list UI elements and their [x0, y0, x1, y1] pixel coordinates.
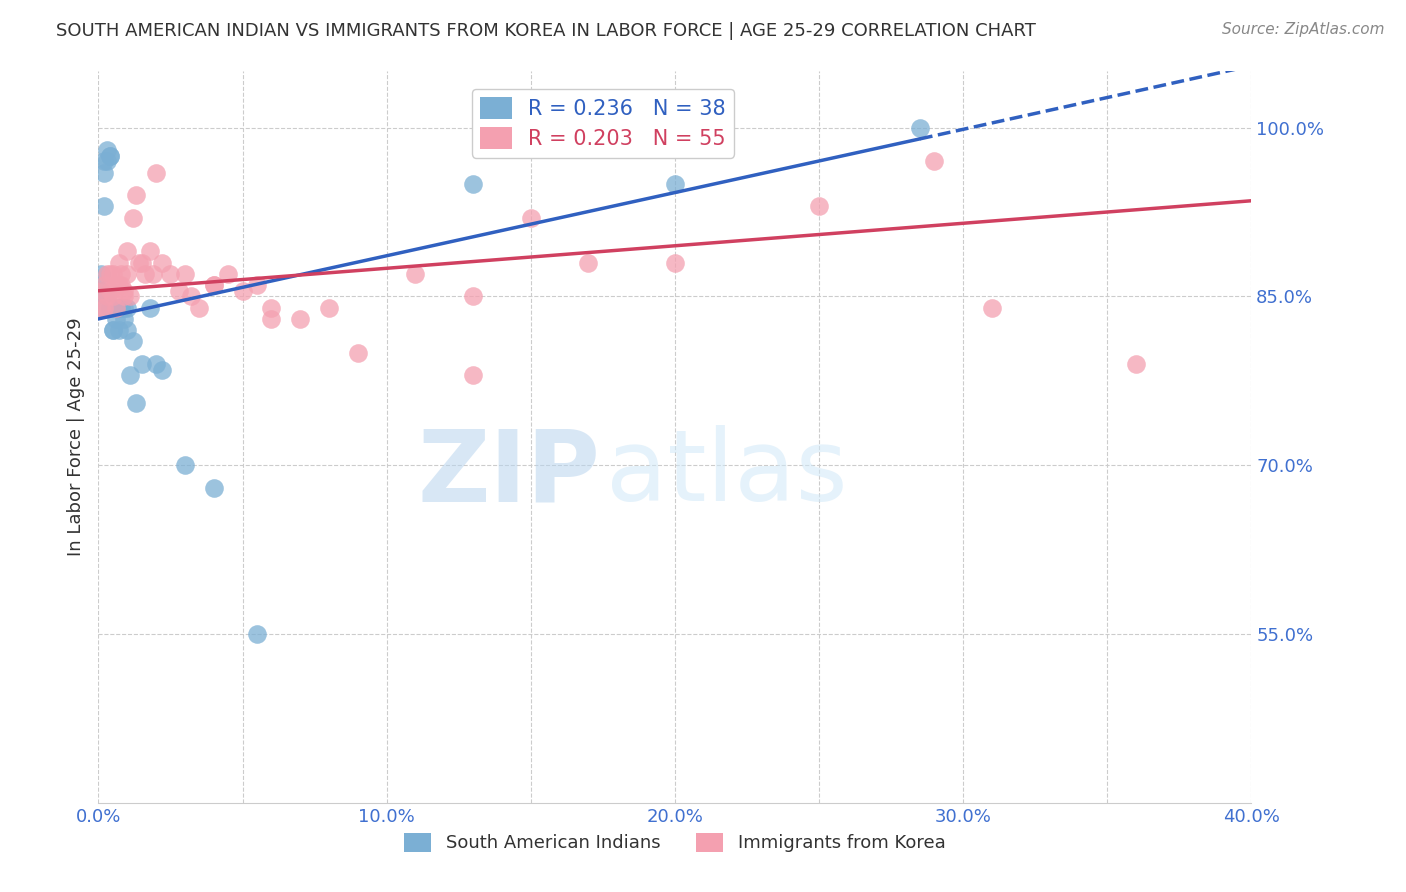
- Point: [112, 301, 135, 315]
- Point: [125, 188, 148, 202]
- Point: [90, 301, 112, 315]
- Point: [98, 149, 121, 163]
- Point: [101, 323, 124, 337]
- Point: [461, 368, 484, 383]
- Point: [104, 301, 127, 315]
- Point: [101, 289, 124, 303]
- Point: [93, 154, 115, 169]
- Point: [107, 301, 129, 315]
- Point: [664, 177, 686, 191]
- Text: SOUTH AMERICAN INDIAN VS IMMIGRANTS FROM KOREA IN LABOR FORCE | AGE 25-29 CORREL: SOUTH AMERICAN INDIAN VS IMMIGRANTS FROM…: [56, 22, 1036, 40]
- Point: [1125, 357, 1147, 371]
- Point: [112, 289, 135, 303]
- Point: [188, 301, 211, 315]
- Point: [90, 301, 112, 315]
- Point: [139, 301, 162, 315]
- Point: [150, 255, 173, 269]
- Point: [134, 267, 156, 281]
- Point: [120, 289, 142, 303]
- Point: [167, 284, 190, 298]
- Point: [159, 267, 181, 281]
- Point: [110, 278, 132, 293]
- Point: [110, 267, 132, 281]
- Point: [93, 278, 115, 293]
- Point: [112, 312, 135, 326]
- Point: [101, 301, 124, 315]
- Point: [117, 323, 139, 337]
- Point: [107, 323, 129, 337]
- Point: [117, 244, 139, 259]
- Point: [520, 211, 543, 225]
- Point: [93, 301, 115, 315]
- Point: [174, 267, 197, 281]
- Point: [260, 312, 283, 326]
- Point: [128, 255, 150, 269]
- Point: [664, 255, 686, 269]
- Point: [131, 255, 153, 269]
- Point: [346, 345, 368, 359]
- Point: [290, 312, 312, 326]
- Point: [90, 284, 112, 298]
- Point: [231, 284, 254, 298]
- Point: [101, 323, 124, 337]
- Point: [96, 289, 118, 303]
- Text: atlas: atlas: [606, 425, 848, 522]
- Point: [90, 284, 112, 298]
- Point: [122, 211, 145, 225]
- Point: [217, 267, 239, 281]
- Point: [180, 289, 202, 303]
- Point: [461, 177, 484, 191]
- Text: Source: ZipAtlas.com: Source: ZipAtlas.com: [1222, 22, 1385, 37]
- Point: [96, 143, 118, 157]
- Point: [981, 301, 1004, 315]
- Point: [461, 289, 484, 303]
- Point: [318, 301, 340, 315]
- Point: [93, 166, 115, 180]
- Point: [93, 199, 115, 213]
- Point: [202, 278, 225, 293]
- Point: [98, 149, 121, 163]
- Point: [246, 627, 269, 641]
- Point: [96, 267, 118, 281]
- Point: [908, 120, 931, 135]
- Point: [405, 267, 427, 281]
- Point: [174, 458, 197, 473]
- Point: [112, 284, 135, 298]
- Point: [107, 255, 129, 269]
- Point: [122, 334, 145, 349]
- Point: [96, 289, 118, 303]
- Point: [202, 481, 225, 495]
- Point: [98, 301, 121, 315]
- Point: [110, 301, 132, 315]
- Point: [139, 244, 162, 259]
- Point: [145, 166, 167, 180]
- Point: [131, 357, 153, 371]
- Text: ZIP: ZIP: [418, 425, 600, 522]
- Point: [104, 312, 127, 326]
- Point: [808, 199, 831, 213]
- Point: [578, 255, 600, 269]
- Point: [142, 267, 165, 281]
- Point: [101, 267, 124, 281]
- Point: [96, 154, 118, 169]
- Point: [260, 301, 283, 315]
- Point: [117, 301, 139, 315]
- Y-axis label: In Labor Force | Age 25-29: In Labor Force | Age 25-29: [66, 318, 84, 557]
- Point: [110, 301, 132, 315]
- Point: [104, 301, 127, 315]
- Point: [246, 278, 269, 293]
- Point: [104, 278, 127, 293]
- Point: [117, 267, 139, 281]
- Legend: South American Indians, Immigrants from Korea: South American Indians, Immigrants from …: [396, 826, 953, 860]
- Point: [98, 284, 121, 298]
- Point: [90, 267, 112, 281]
- Point: [150, 362, 173, 376]
- Point: [120, 368, 142, 383]
- Point: [202, 278, 225, 293]
- Point: [125, 396, 148, 410]
- Point: [924, 154, 946, 169]
- Point: [98, 267, 121, 281]
- Point: [107, 278, 129, 293]
- Point: [145, 357, 167, 371]
